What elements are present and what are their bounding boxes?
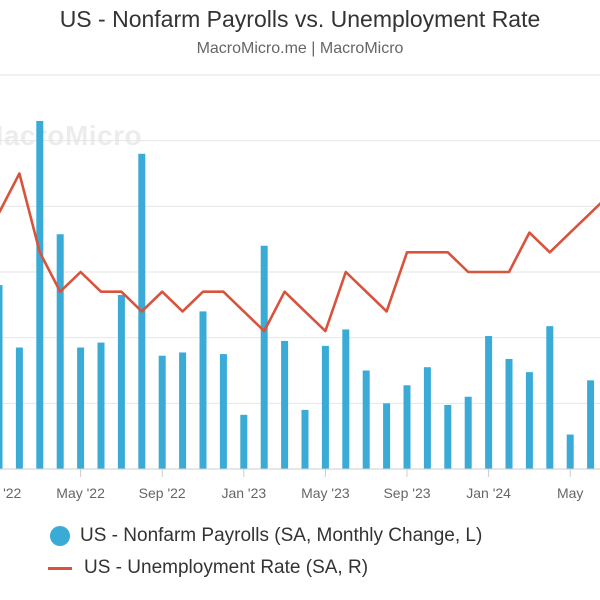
x-tick-label: May '23 bbox=[301, 485, 350, 501]
watermark-logo: MacroMicro bbox=[0, 120, 143, 151]
payrolls-bar bbox=[0, 285, 3, 469]
payrolls-bar bbox=[403, 385, 411, 469]
payrolls-bar bbox=[36, 120, 44, 469]
payrolls-bar bbox=[566, 434, 574, 469]
payrolls-bar bbox=[219, 354, 227, 469]
x-tick-label: Jan '22 bbox=[0, 485, 22, 501]
payrolls-bar bbox=[383, 403, 391, 469]
payrolls-bar bbox=[505, 359, 513, 469]
payrolls-bar bbox=[56, 234, 64, 469]
payrolls-bar bbox=[240, 414, 248, 469]
payrolls-bar bbox=[362, 370, 370, 469]
x-tick-label: May bbox=[557, 485, 583, 501]
payrolls-bar bbox=[587, 380, 595, 469]
legend-item-payrolls[interactable]: US - Nonfarm Payrolls (SA, Monthly Chang… bbox=[50, 523, 482, 549]
legend-label-unemployment: US - Unemployment Rate (SA, R) bbox=[84, 557, 369, 578]
legend-marker-unemployment bbox=[48, 566, 72, 570]
payrolls-bar bbox=[158, 355, 166, 469]
chart-title: US - Nonfarm Payrolls vs. Unemployment R… bbox=[59, 6, 541, 32]
chart-subtitle: MacroMicro.me | MacroMicro bbox=[196, 40, 404, 57]
payrolls-bar bbox=[97, 342, 105, 469]
x-tick-label: Jan '24 bbox=[466, 485, 511, 501]
unemployment-series-line bbox=[0, 172, 600, 333]
payrolls-bars bbox=[0, 120, 595, 470]
payrolls-bar bbox=[464, 396, 472, 469]
unemployment-line bbox=[0, 172, 600, 333]
payrolls-bar bbox=[15, 347, 23, 469]
x-tick-label: Sep '22 bbox=[139, 485, 186, 501]
payrolls-bar bbox=[423, 367, 431, 469]
legend-item-unemployment[interactable]: US - Unemployment Rate (SA, R) bbox=[48, 555, 369, 581]
payrolls-bar bbox=[301, 409, 309, 469]
x-tick-label: Sep '23 bbox=[383, 485, 430, 501]
payrolls-bar bbox=[485, 336, 493, 469]
payrolls-bar bbox=[260, 245, 268, 469]
x-axis: Jan '22 May '22 Sep '22 Jan '23 May '23 Sep '… bbox=[0, 468, 600, 501]
payrolls-bar bbox=[77, 347, 85, 469]
payrolls-bar bbox=[444, 404, 452, 469]
payrolls-bar bbox=[525, 372, 533, 469]
legend-label-payrolls: US - Nonfarm Payrolls (SA, Monthly Chang… bbox=[80, 525, 483, 546]
x-tick-label: May '22 bbox=[56, 485, 105, 501]
payrolls-bar bbox=[199, 311, 207, 469]
legend-marker-payrolls bbox=[50, 526, 70, 546]
payrolls-bar bbox=[546, 326, 554, 469]
payrolls-bar bbox=[179, 352, 187, 469]
x-tick-label: Jan '23 bbox=[221, 485, 266, 501]
payrolls-bar bbox=[281, 340, 289, 469]
payrolls-bar bbox=[117, 294, 125, 469]
payrolls-bar bbox=[342, 329, 350, 469]
payrolls-bar bbox=[321, 345, 329, 469]
